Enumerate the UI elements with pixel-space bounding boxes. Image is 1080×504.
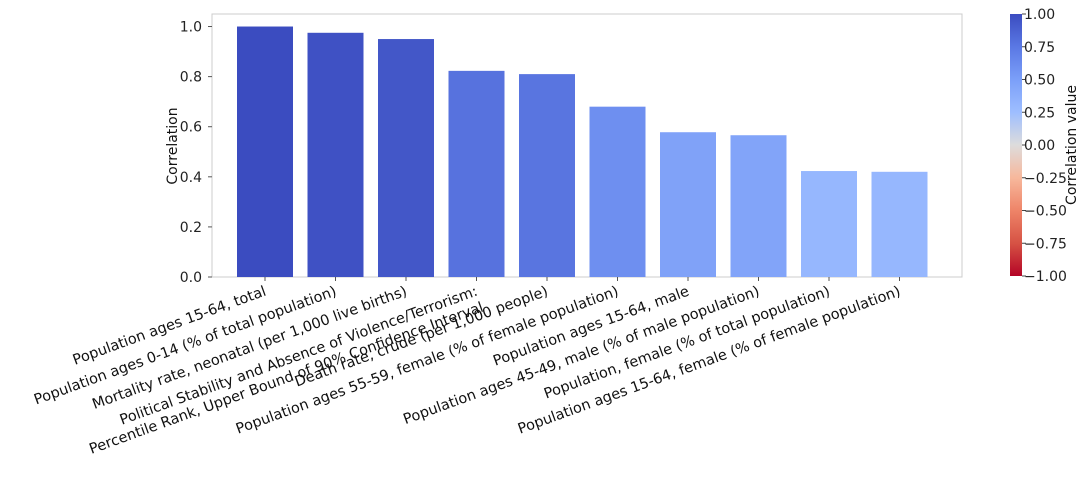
colorbar-tick-label: −1.00 xyxy=(1024,269,1067,285)
bar xyxy=(519,74,575,277)
y-tick-label: 0.8 xyxy=(180,70,202,86)
y-axis: 0.0 0.2 0.4 0.6 0.8 1.0 xyxy=(180,20,212,286)
colorbar: 1.00 0.75 0.50 0.25 0.00 −0.25 −0.50 −0.75 −1.00 xyxy=(1010,7,1067,285)
colorbar-tick-label: 0.25 xyxy=(1024,105,1055,121)
plot-area xyxy=(211,13,963,278)
bar xyxy=(378,39,434,277)
bar xyxy=(307,32,364,278)
bar xyxy=(448,70,505,277)
colorbar-title: Correlation value xyxy=(1064,85,1080,205)
y-tick-label: 0.0 xyxy=(180,270,202,286)
y-tick-label: 1.0 xyxy=(180,20,202,36)
bar xyxy=(589,106,646,277)
bars xyxy=(237,26,928,278)
colorbar-gradient xyxy=(1010,14,1022,276)
y-tick-label: 0.4 xyxy=(180,170,202,186)
colorbar-tick-label: −0.25 xyxy=(1024,171,1067,187)
bar xyxy=(801,171,857,277)
bar xyxy=(237,26,293,278)
plot-border xyxy=(211,13,963,278)
colorbar-tick-label: −0.75 xyxy=(1024,236,1067,252)
y-axis-title: Correlation xyxy=(165,107,181,184)
bar xyxy=(660,132,716,277)
colorbar-tick-label: 0.50 xyxy=(1024,73,1055,89)
y-tick-label: 0.6 xyxy=(180,120,202,136)
bar xyxy=(871,171,928,277)
colorbar-tick-label: −0.50 xyxy=(1024,204,1067,220)
y-tick-label: 0.2 xyxy=(180,220,202,236)
colorbar-tick-label: 0.75 xyxy=(1024,40,1055,56)
colorbar-tick-label: 1.00 xyxy=(1024,7,1055,23)
bar xyxy=(730,135,787,277)
colorbar-tick-label: 0.00 xyxy=(1024,138,1055,154)
